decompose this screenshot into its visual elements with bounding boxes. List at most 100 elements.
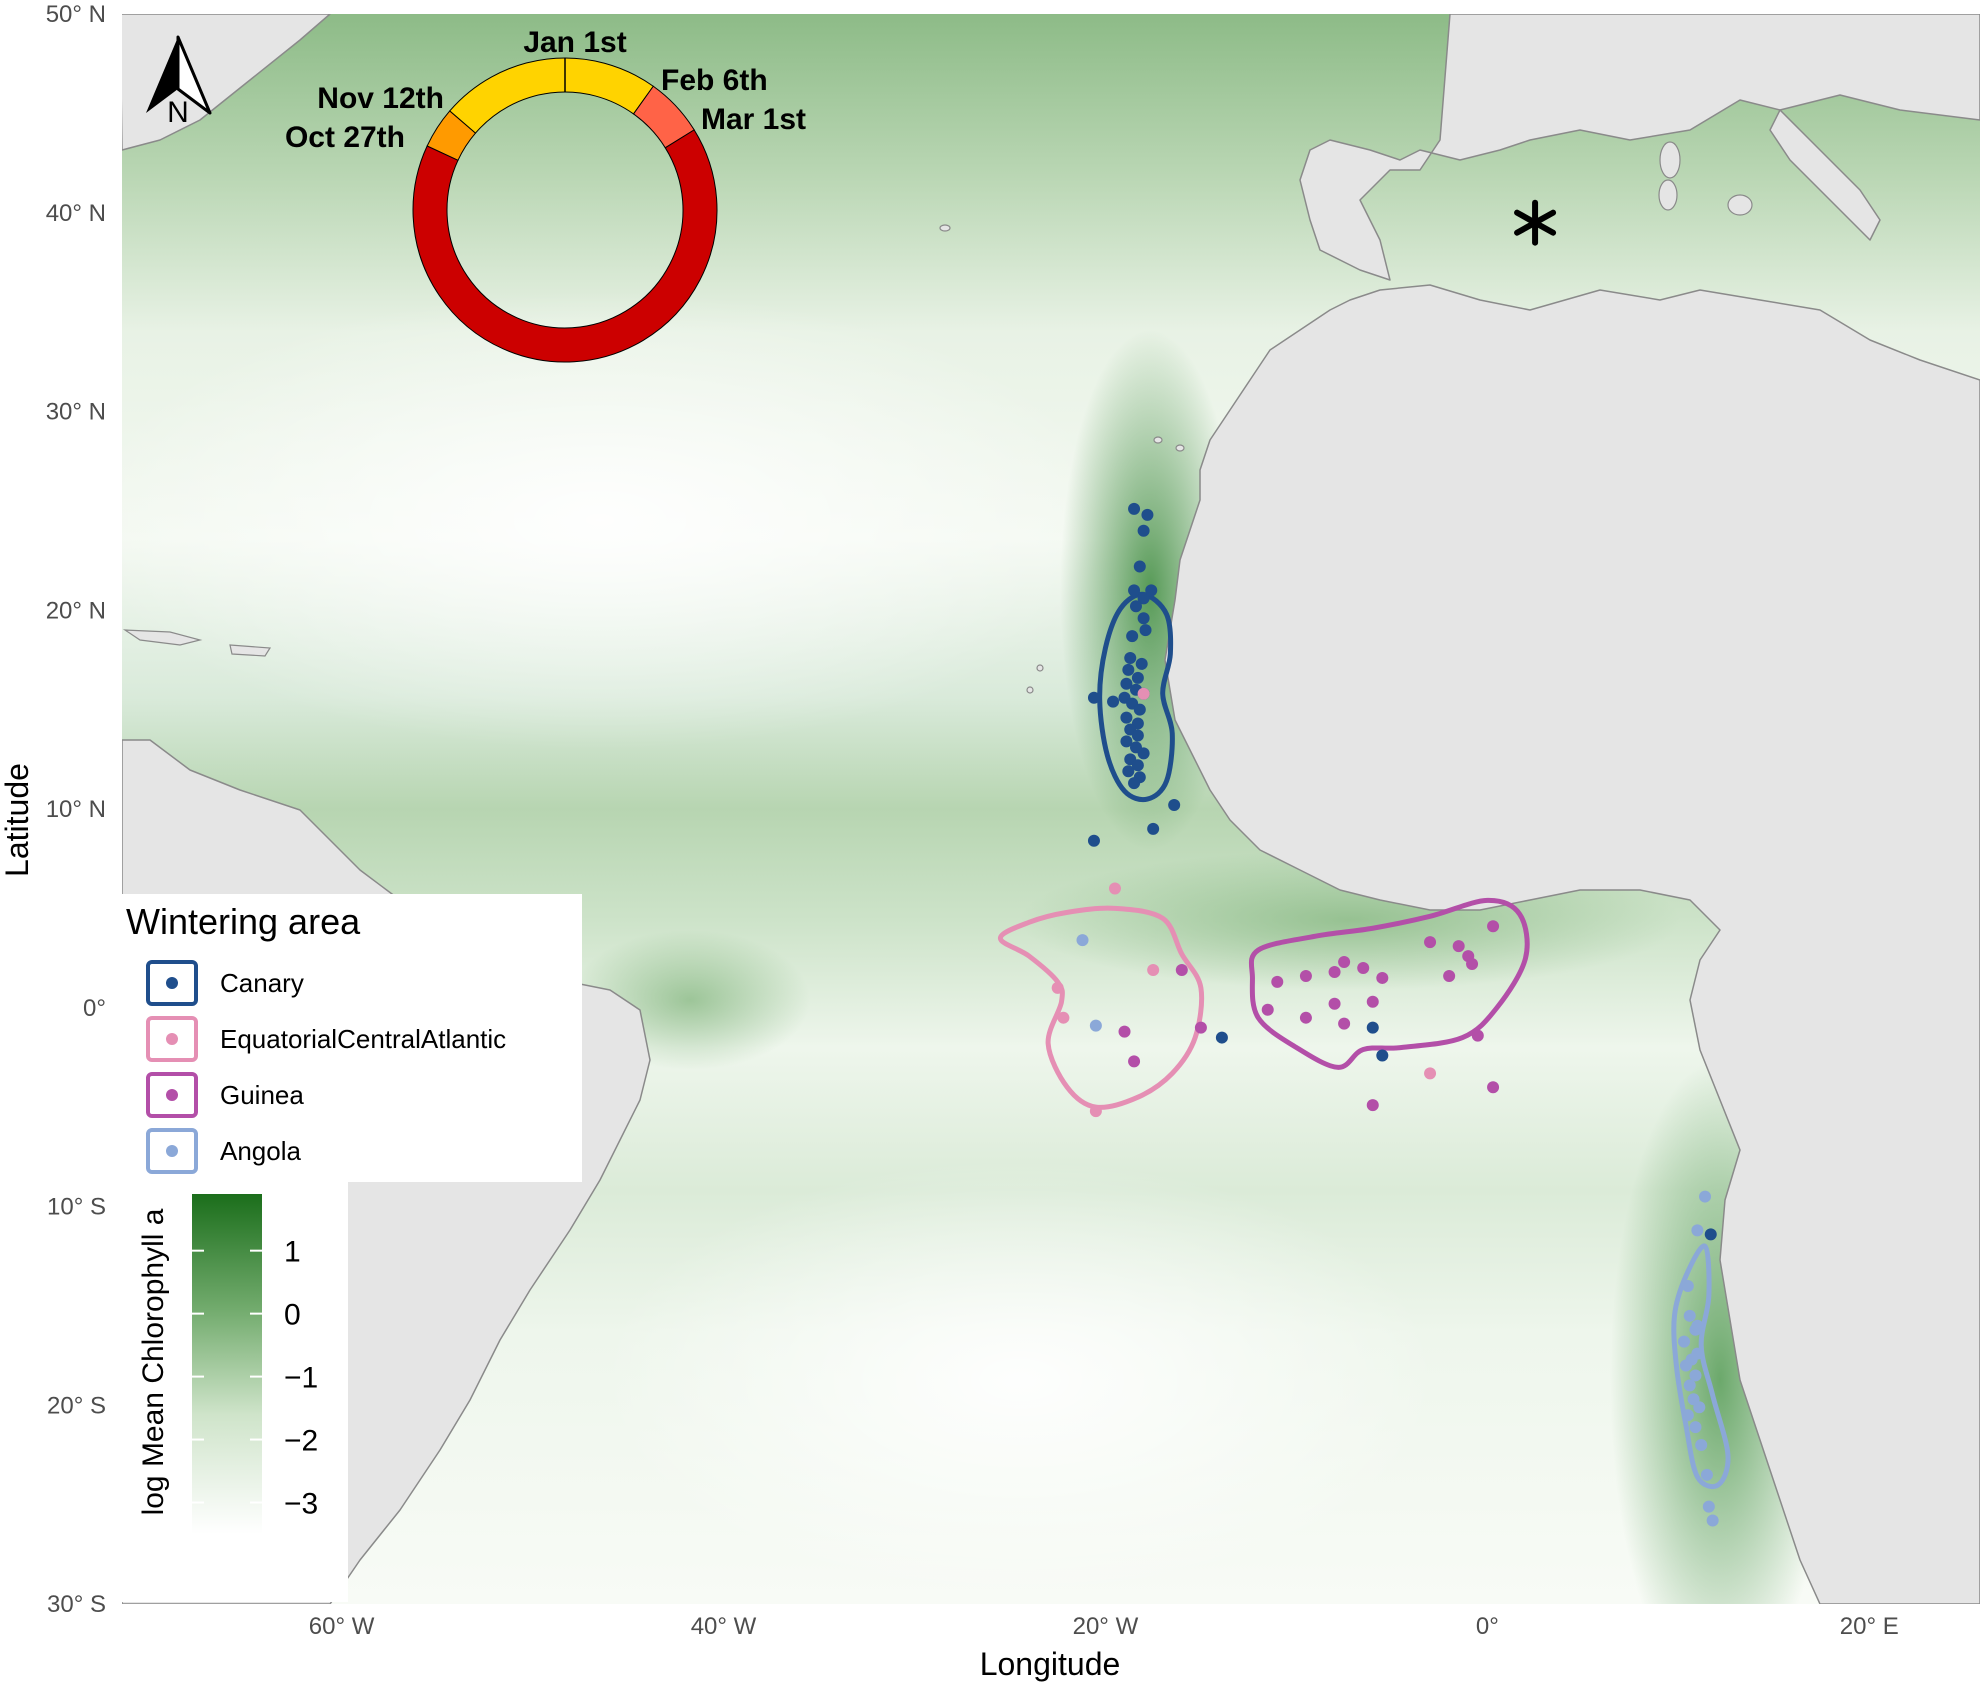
point-canary xyxy=(1120,735,1133,748)
point-guinea xyxy=(1299,969,1312,982)
point-guinea xyxy=(1338,1017,1351,1030)
y-tick-label: 10° S xyxy=(47,1194,106,1221)
point-angola xyxy=(1691,1319,1704,1332)
point-canary xyxy=(1131,671,1144,684)
north-atlantic-gyre xyxy=(122,290,1120,750)
point-guinea xyxy=(1424,936,1437,949)
point-angola xyxy=(1685,1353,1698,1366)
point-canary xyxy=(1215,1031,1228,1044)
point-guinea xyxy=(1299,1011,1312,1024)
point-angola xyxy=(1089,1019,1102,1032)
point-angola xyxy=(1076,934,1089,947)
y-tick-label: 0° xyxy=(83,995,106,1022)
point-canary xyxy=(1137,592,1150,605)
legend-dot xyxy=(166,1033,178,1045)
point-angola xyxy=(1700,1468,1713,1481)
point-equatorialcentralatlantic xyxy=(1137,687,1150,700)
point-guinea xyxy=(1328,965,1341,978)
chlorophyll-colorbar: 1 0 −1 −2 −3 log Mean Chlorophyll a xyxy=(112,1182,348,1602)
point-canary xyxy=(1128,584,1141,597)
phenology-label-mar: Mar 1st xyxy=(701,103,806,136)
phenology-label-nov: Nov 12th xyxy=(317,82,444,115)
y-tick-label: 30° N xyxy=(46,399,106,426)
point-guinea xyxy=(1261,1003,1274,1016)
legend-dot xyxy=(166,1089,178,1101)
legend-title: Wintering area xyxy=(126,901,361,942)
legend-item-canary: Canary xyxy=(146,960,304,1006)
colony-asterisk-icon xyxy=(1514,199,1557,246)
island xyxy=(1658,179,1678,211)
x-tick-label: 60° W xyxy=(309,1613,375,1640)
point-guinea xyxy=(1175,963,1188,976)
y-tick-label: 10° N xyxy=(46,796,106,823)
home-range-guinea xyxy=(1248,897,1530,1070)
point-canary xyxy=(1087,691,1100,704)
point-equatorialcentralatlantic xyxy=(1089,1105,1102,1118)
africa-land xyxy=(1164,284,1980,1604)
point-canary xyxy=(1135,657,1148,670)
point-canary xyxy=(1168,799,1181,812)
legend-label: Guinea xyxy=(220,1080,304,1110)
point-canary xyxy=(1120,677,1133,690)
phenology-ring-segments xyxy=(412,57,718,363)
point-angola xyxy=(1695,1439,1708,1451)
y-tick-label: 20° N xyxy=(46,597,106,624)
point-guinea xyxy=(1487,1081,1500,1094)
home-range-equatorialcentralatlantic xyxy=(997,905,1205,1110)
ring-segment xyxy=(412,129,718,363)
point-guinea xyxy=(1452,940,1465,953)
point-guinea xyxy=(1366,1099,1379,1112)
colorbar-tick-label: −2 xyxy=(284,1425,318,1458)
island xyxy=(1659,141,1681,179)
x-axis-ticks: 60° W 40° W 20° W 0° 20° E xyxy=(309,1613,1899,1640)
point-canary xyxy=(1376,1049,1389,1062)
point-canary xyxy=(1137,747,1150,760)
legend-dot xyxy=(166,977,178,989)
legend-items: Canary EquatorialCentralAtlantic Guinea Ang… xyxy=(146,960,506,1174)
x-tick-label: 20° W xyxy=(1073,1613,1139,1640)
point-guinea xyxy=(1328,997,1341,1010)
point-canary xyxy=(1131,759,1144,772)
point-guinea xyxy=(1487,920,1500,933)
island xyxy=(229,644,272,657)
colorbar-title: log Mean Chlorophyll a xyxy=(137,1208,170,1515)
island xyxy=(1026,686,1034,694)
point-guinea xyxy=(1443,969,1456,982)
legend-label: Canary xyxy=(220,968,304,998)
legend-label: Angola xyxy=(220,1136,301,1166)
point-guinea xyxy=(1357,962,1370,974)
point-canary xyxy=(1133,703,1146,716)
point-guinea xyxy=(1471,1029,1484,1042)
point-canary xyxy=(1124,651,1137,664)
phenology-label-oct: Oct 27th xyxy=(285,121,405,154)
island xyxy=(939,224,951,232)
point-angola xyxy=(1689,1421,1702,1434)
island xyxy=(1036,664,1044,672)
point-equatorialcentralatlantic xyxy=(1108,882,1121,895)
colorbar-tick-label: −1 xyxy=(284,1362,318,1395)
point-angola xyxy=(1681,1409,1694,1422)
colorbar-tick-label: 1 xyxy=(284,1236,301,1269)
y-axis-title: Latitude xyxy=(0,763,35,877)
point-angola xyxy=(1699,1190,1712,1203)
point-angola xyxy=(1683,1309,1696,1322)
point-canary xyxy=(1139,624,1152,637)
point-equatorialcentralatlantic xyxy=(1147,963,1160,976)
point-canary xyxy=(1131,729,1144,742)
point-angola xyxy=(1689,1369,1702,1382)
point-equatorialcentralatlantic xyxy=(1424,1067,1437,1080)
island xyxy=(122,629,203,646)
phenology-label-feb: Feb 6th xyxy=(661,64,768,97)
legend-item-equatorialcentralatlantic: EquatorialCentralAtlantic xyxy=(146,1016,506,1062)
x-axis-title: Longitude xyxy=(980,1646,1121,1682)
europe-land xyxy=(1299,14,1980,281)
phenology-ring: Jan 1st Feb 6th Mar 1st Nov 12th Oct 27t… xyxy=(285,26,806,363)
point-canary xyxy=(1107,695,1120,708)
legend-dot xyxy=(166,1145,178,1157)
point-canary xyxy=(1128,777,1141,790)
islands xyxy=(122,141,1753,694)
point-canary xyxy=(1141,508,1154,521)
point-canary xyxy=(1137,612,1150,625)
point-canary xyxy=(1145,584,1158,597)
